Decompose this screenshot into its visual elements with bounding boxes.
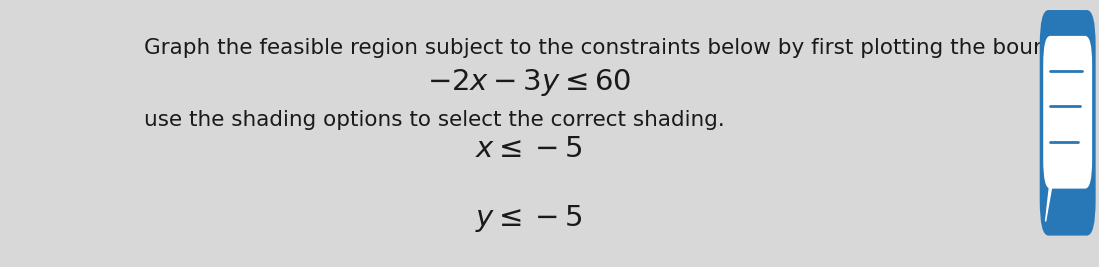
- FancyBboxPatch shape: [1043, 36, 1092, 189]
- Text: $-2x - 3y \leq 60$: $-2x - 3y \leq 60$: [426, 67, 632, 98]
- Polygon shape: [1045, 170, 1052, 222]
- Text: $x \leq -5$: $x \leq -5$: [476, 135, 582, 163]
- Text: Graph the feasible region subject to the constraints below by first plotting the: Graph the feasible region subject to the…: [144, 38, 1099, 58]
- Text: use the shading options to select the correct shading.: use the shading options to select the co…: [144, 110, 725, 130]
- FancyBboxPatch shape: [1040, 10, 1096, 235]
- Text: $y \leq -5$: $y \leq -5$: [476, 203, 582, 234]
